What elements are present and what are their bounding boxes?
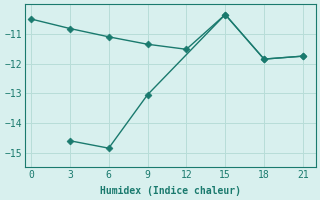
X-axis label: Humidex (Indice chaleur): Humidex (Indice chaleur) [100, 186, 241, 196]
